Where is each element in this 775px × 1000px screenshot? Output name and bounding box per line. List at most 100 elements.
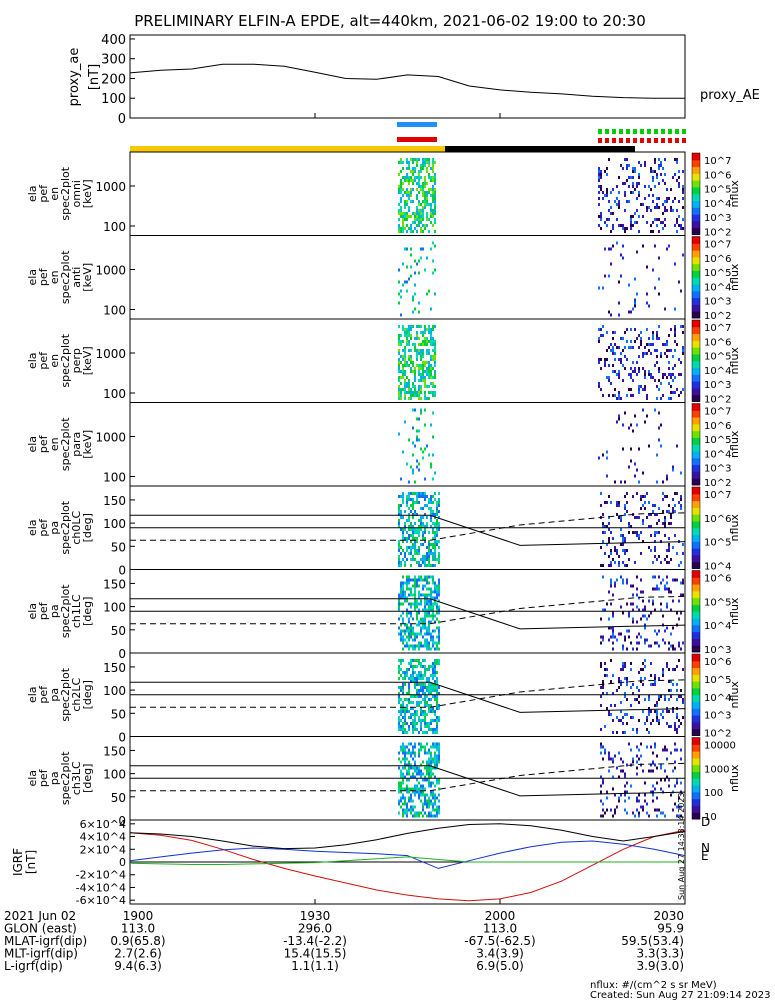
colorbar-tick-label: 10^3 bbox=[704, 213, 731, 224]
heatmap-cell bbox=[644, 420, 646, 424]
heatmap-cell bbox=[664, 200, 666, 203]
heatmap-cell bbox=[424, 477, 426, 481]
heatmap-cell bbox=[428, 564, 430, 567]
colorbar-tick-label: 10^2 bbox=[704, 478, 731, 489]
heatmap-cell bbox=[682, 552, 684, 555]
heatmap-cell bbox=[424, 343, 426, 346]
heatmap-cell bbox=[412, 558, 414, 561]
heatmap-cell bbox=[408, 760, 410, 764]
heatmap-cell bbox=[604, 501, 606, 504]
heatmap-cell bbox=[402, 370, 404, 373]
heatmap-cell bbox=[408, 742, 410, 746]
heatmap-cell bbox=[432, 170, 434, 173]
heatmap-cell bbox=[398, 432, 400, 436]
heatmap-cell bbox=[418, 769, 420, 773]
heatmap-cell bbox=[636, 745, 638, 749]
heatmap-cell bbox=[408, 528, 410, 531]
heatmap-cell bbox=[600, 185, 602, 188]
heatmap-cell bbox=[650, 188, 652, 191]
heatmap-cell bbox=[432, 215, 434, 218]
heatmap-cell bbox=[626, 763, 628, 767]
colorbar-swatch bbox=[692, 200, 700, 208]
heatmap-cell bbox=[404, 710, 406, 713]
heatmap-cell bbox=[420, 599, 422, 603]
heatmap-cell bbox=[426, 668, 428, 671]
heatmap-cell bbox=[666, 748, 668, 752]
heatmap-cell bbox=[426, 495, 428, 498]
heatmap-cell bbox=[420, 230, 422, 233]
heatmap-cell bbox=[428, 647, 430, 651]
heatmap-cell bbox=[600, 745, 602, 749]
heatmap-cell bbox=[410, 623, 412, 627]
heatmap-cell bbox=[614, 331, 616, 334]
heatmap-cell bbox=[398, 790, 400, 794]
heatmap-cell bbox=[410, 680, 412, 683]
heatmap-cell bbox=[430, 215, 432, 218]
heatmap-cell bbox=[600, 790, 602, 794]
heatmap-cell bbox=[428, 775, 430, 779]
heatmap-cell bbox=[422, 507, 424, 510]
heatmap-cell bbox=[424, 200, 426, 203]
heatmap-cell bbox=[398, 659, 400, 662]
heatmap-cell bbox=[420, 799, 422, 803]
heatmap-cell bbox=[408, 638, 410, 642]
panel-ylabel-line: pa bbox=[48, 521, 61, 535]
colorbar-swatch bbox=[692, 541, 700, 549]
heatmap-cell bbox=[426, 799, 428, 803]
heatmap-cell bbox=[424, 498, 426, 501]
heatmap-cell bbox=[410, 775, 412, 779]
heatmap-cell bbox=[424, 513, 426, 516]
heatmap-cell bbox=[642, 683, 644, 686]
heatmap-cell bbox=[432, 477, 434, 481]
heatmap-cell bbox=[424, 447, 426, 451]
science-zone-green-dash bbox=[675, 129, 679, 134]
heatmap-cell bbox=[420, 745, 422, 749]
heatmap-cell bbox=[418, 662, 420, 665]
heatmap-cell bbox=[678, 215, 680, 218]
heatmap-cell bbox=[608, 274, 610, 278]
heatmap-cell bbox=[416, 644, 418, 648]
heatmap-cell bbox=[416, 161, 418, 164]
heatmap-cell bbox=[420, 528, 422, 531]
heatmap-cell bbox=[432, 608, 434, 612]
colorbar-swatch bbox=[692, 604, 700, 612]
heatmap-cell bbox=[426, 158, 428, 161]
heatmap-cell bbox=[436, 626, 438, 630]
heatmap-cell bbox=[678, 358, 680, 361]
heatmap-cell bbox=[432, 531, 434, 534]
heatmap-cell bbox=[408, 179, 410, 182]
heatmap-cell bbox=[434, 376, 436, 379]
heatmap-cell bbox=[410, 158, 412, 161]
heatmap-cell bbox=[654, 629, 656, 633]
heatmap-cell bbox=[432, 188, 434, 191]
heatmap-cell bbox=[642, 203, 644, 206]
heatmap-cell bbox=[652, 176, 654, 179]
heatmap-cell bbox=[406, 167, 408, 170]
heatmap-cell bbox=[420, 212, 422, 215]
heatmap-cell bbox=[648, 513, 650, 516]
heatmap-cell bbox=[412, 701, 414, 704]
panel-ytick-label: 1000 bbox=[95, 180, 126, 194]
heatmap-cell bbox=[636, 799, 638, 803]
heatmap-cell bbox=[434, 713, 436, 716]
heatmap-cell bbox=[412, 757, 414, 761]
heatmap-cell bbox=[678, 644, 680, 648]
heatmap-cell bbox=[404, 247, 406, 251]
heatmap-cell bbox=[412, 602, 414, 606]
heatmap-cell bbox=[612, 626, 614, 630]
heatmap-cell bbox=[424, 531, 426, 534]
heatmap-cell bbox=[620, 480, 622, 484]
heatmap-cell bbox=[414, 605, 416, 609]
heatmap-cell bbox=[682, 388, 684, 391]
heatmap-cell bbox=[630, 224, 632, 227]
heatmap-cell bbox=[410, 707, 412, 710]
heatmap-cell bbox=[430, 167, 432, 170]
heatmap-cell bbox=[422, 361, 424, 364]
science-zone-green-dash bbox=[682, 129, 686, 134]
heatmap-cell bbox=[638, 191, 640, 194]
heatmap-cell bbox=[622, 549, 624, 552]
heatmap-cell bbox=[424, 328, 426, 331]
heatmap-cell bbox=[658, 197, 660, 200]
heatmap-cell bbox=[410, 358, 412, 361]
heatmap-cell bbox=[642, 614, 644, 618]
